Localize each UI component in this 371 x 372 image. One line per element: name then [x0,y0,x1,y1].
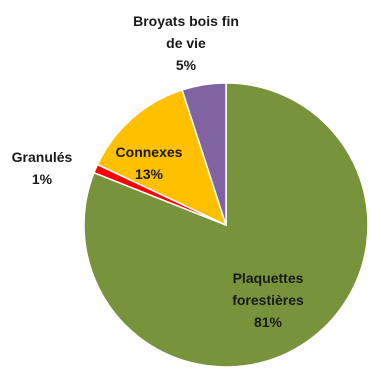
pie-slice-connexes [96,89,228,227]
slice-label-granul-s: Granulés 1% [12,149,73,187]
slice-label-plaquettes-foresti-res: Plaquettes forestières 81% [232,270,304,330]
slice-label-line: 1% [32,171,53,187]
slice-label-broyats-bois-fin-de-vie: Broyats bois fin de vie 5% [133,13,239,73]
slice-label-line: Plaquettes [233,270,304,286]
slice-label-line: forestières [232,292,304,308]
slice-label-line: 5% [176,57,197,73]
slice-label-line: 81% [254,314,283,330]
slice-label-line: Broyats bois fin [133,13,239,29]
slice-label-connexes: Connexes 13% [116,144,183,182]
slice-label-line: 13% [135,166,164,182]
slice-label-line: Connexes [116,144,183,160]
pie-slice-broyats-bois-fin-de-vie [181,82,227,226]
slice-label-line: de vie [166,35,206,51]
slice-label-line: Granulés [12,149,73,165]
